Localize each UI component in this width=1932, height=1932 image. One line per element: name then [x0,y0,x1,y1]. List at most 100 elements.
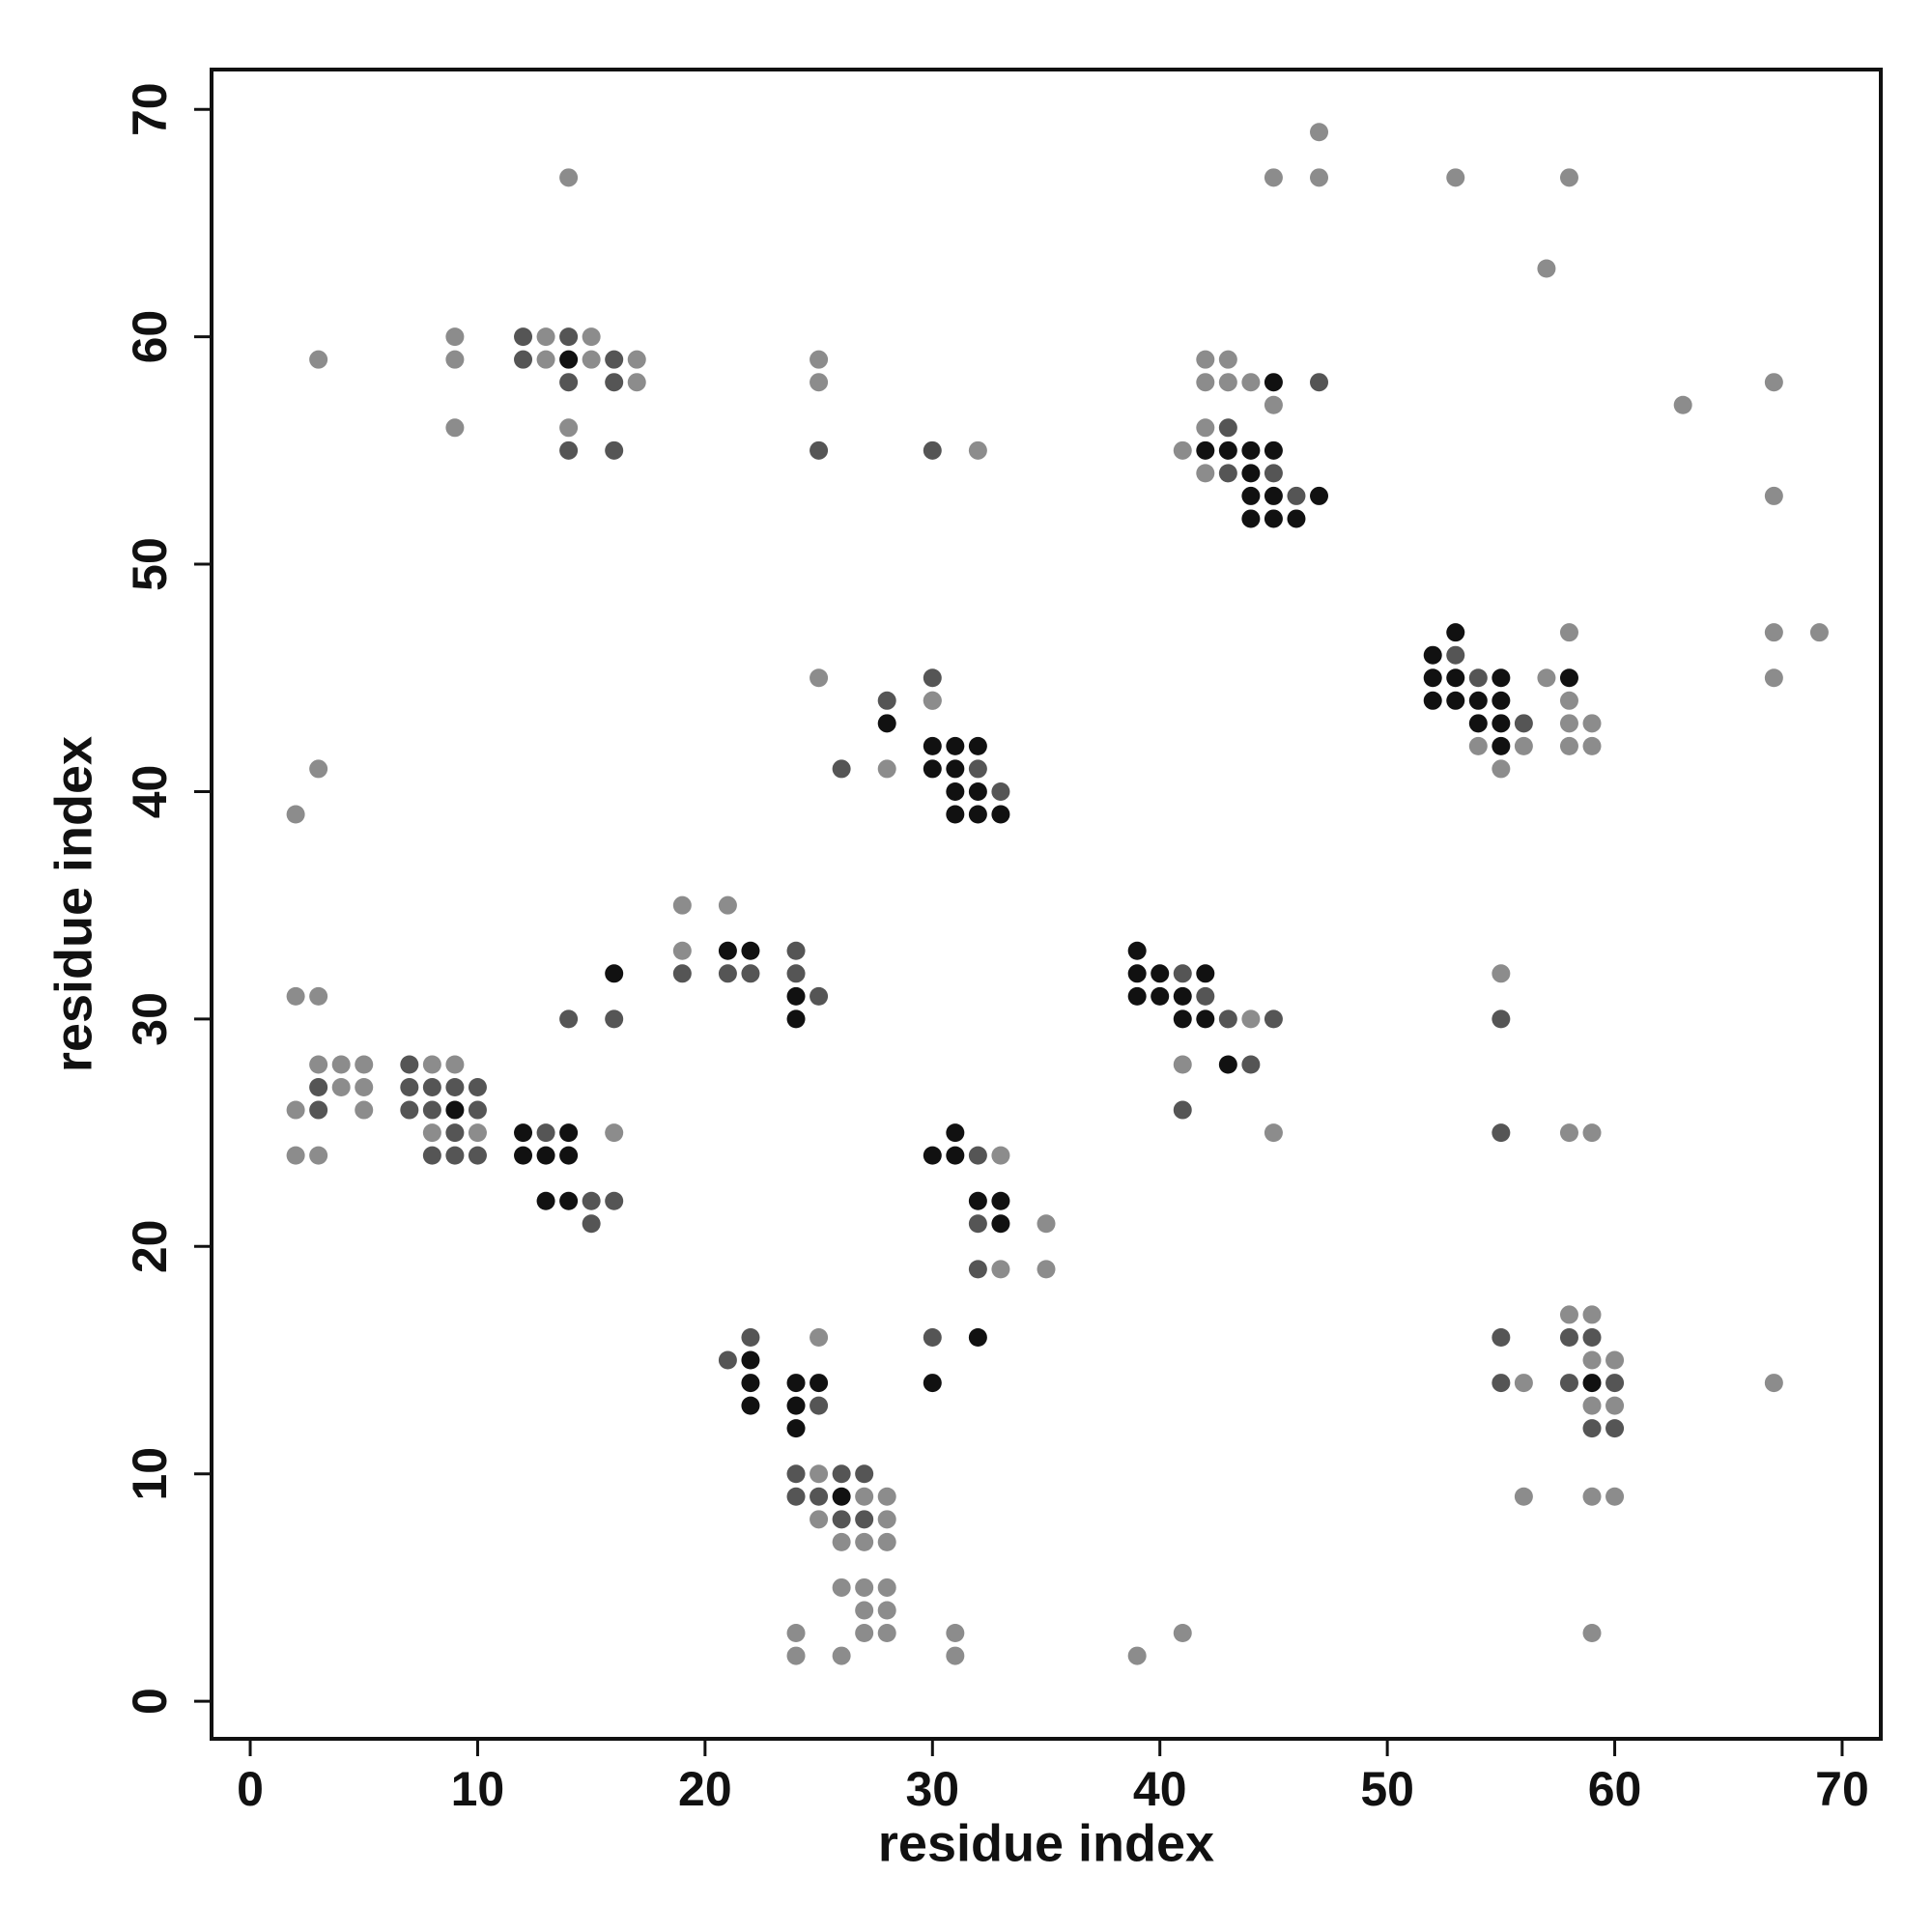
point [1310,123,1329,142]
point [968,1260,987,1279]
point [786,1624,806,1643]
point [355,1055,374,1074]
point [1492,691,1511,710]
point [1173,1624,1192,1643]
point [786,1374,806,1393]
point [445,1123,465,1143]
point [1514,1374,1533,1393]
point [1151,986,1170,1006]
point [355,1100,374,1120]
point [832,759,851,779]
point [309,1055,328,1074]
point [1492,759,1511,779]
point [1241,373,1261,392]
point [832,1510,851,1529]
point [1605,1419,1625,1438]
point [1514,1487,1533,1506]
point [1196,350,1215,369]
point [1582,1396,1602,1415]
point [1582,1350,1602,1370]
point [946,1146,965,1165]
point [786,1464,806,1484]
point [1173,440,1192,460]
point [923,440,942,460]
point [741,941,760,960]
point [923,668,942,688]
point [855,1487,874,1506]
point [1264,486,1283,505]
point [582,1214,601,1234]
point [786,1646,806,1665]
point [810,986,829,1006]
point [718,895,737,915]
point [1241,1009,1261,1029]
point [1764,668,1783,688]
point [1218,440,1237,460]
point [559,350,579,369]
point [1764,1374,1783,1393]
x-tick-label: 50 [1360,1762,1414,1816]
point [1559,691,1578,710]
point [559,1191,579,1210]
plot-frame [210,68,1883,1741]
point [1196,373,1215,392]
point [923,691,942,710]
point [1264,464,1283,483]
point [559,418,579,438]
point [968,1327,987,1347]
point [877,1577,896,1597]
point [832,1487,851,1506]
point [991,1214,1010,1234]
x-tick-label: 10 [451,1762,505,1816]
point [810,1510,829,1529]
point [627,350,646,369]
point [946,736,965,755]
point [1264,440,1283,460]
point [1423,645,1442,665]
point [1241,509,1261,528]
point [559,327,579,347]
point [1264,395,1283,414]
point [559,1123,579,1143]
point [1537,668,1556,688]
point [786,1487,806,1506]
point [1127,1646,1147,1665]
point [1196,1009,1215,1029]
point [855,1601,874,1620]
point [1514,736,1533,755]
point [582,1191,601,1210]
point [1196,440,1215,460]
point [968,759,987,779]
point [991,1191,1010,1210]
point [445,418,465,438]
point [786,1419,806,1438]
point [741,1350,760,1370]
point [810,373,829,392]
point [968,1146,987,1165]
point [877,1601,896,1620]
point [1241,464,1261,483]
point [1127,964,1147,983]
point [946,1646,965,1665]
point [672,964,692,983]
point [1423,668,1442,688]
point [1559,1123,1578,1143]
point [1446,168,1465,187]
point [1264,1009,1283,1029]
point [946,805,965,824]
point [1514,714,1533,733]
point [991,805,1010,824]
point [582,327,601,347]
point [741,1396,760,1415]
point [536,1191,555,1210]
point [968,736,987,755]
x-axis-label: residue index [878,1814,1214,1872]
point [1582,1419,1602,1438]
point [400,1100,419,1120]
point [877,1510,896,1529]
point [1264,168,1283,187]
point [1559,668,1578,688]
point [1264,509,1283,528]
point [877,1487,896,1506]
point [309,350,328,369]
